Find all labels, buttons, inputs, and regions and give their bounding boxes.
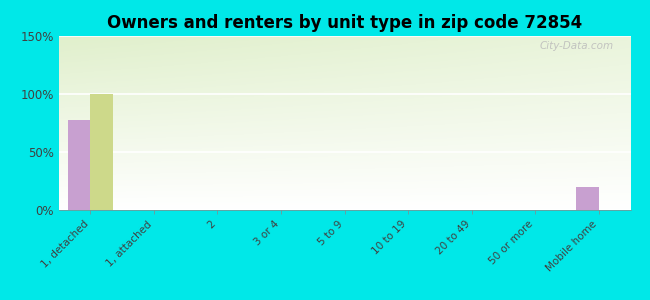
Bar <box>68 119 90 210</box>
Title: Owners and renters by unit type in zip code 72854: Owners and renters by unit type in zip c… <box>107 14 582 32</box>
Bar <box>90 94 112 210</box>
Text: City-Data.com: City-Data.com <box>540 41 614 51</box>
Bar <box>577 187 599 210</box>
